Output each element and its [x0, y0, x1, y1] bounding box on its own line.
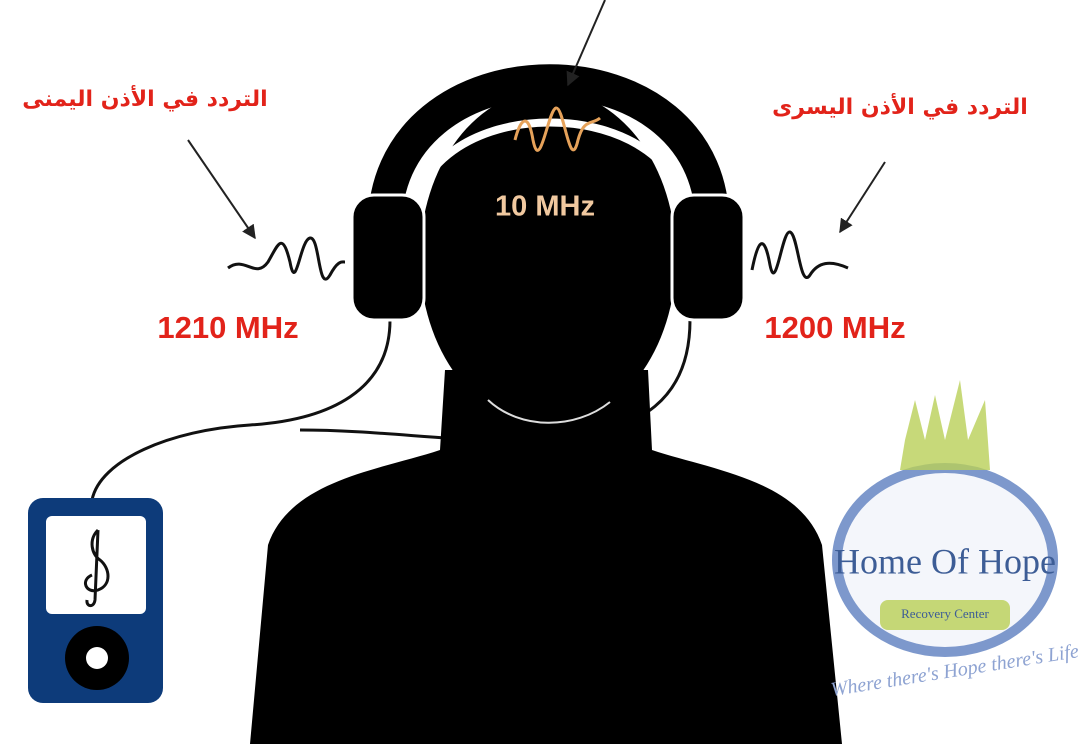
player-button — [86, 647, 108, 669]
body-silhouette — [250, 370, 842, 744]
logo-figures — [900, 380, 990, 470]
ear-cup-left — [672, 195, 744, 320]
logo-name: Home Of Hope — [834, 541, 1056, 581]
arrow — [840, 162, 885, 232]
cable — [92, 320, 390, 500]
left-ear-caption: التردد في الأذن اليسرى — [772, 92, 1028, 120]
logo: Home Of Hope Recovery Center Where there… — [829, 380, 1080, 701]
arrow — [188, 140, 255, 238]
wave-right-ear — [228, 238, 345, 279]
logo-subtitle: Recovery Center — [901, 606, 989, 621]
illustration: التردد في الأذن اليمنى التردد في الأذن ا… — [0, 0, 1082, 744]
left-ear-frequency: 1200 MHz — [764, 310, 905, 345]
right-ear-frequency: 1210 MHz — [157, 310, 298, 345]
ear-cup-right — [352, 195, 424, 320]
wave-left-ear — [752, 232, 848, 278]
right-ear-caption: التردد في الأذن اليمنى — [22, 84, 267, 112]
brain-frequency: 10 MHz — [495, 191, 595, 223]
